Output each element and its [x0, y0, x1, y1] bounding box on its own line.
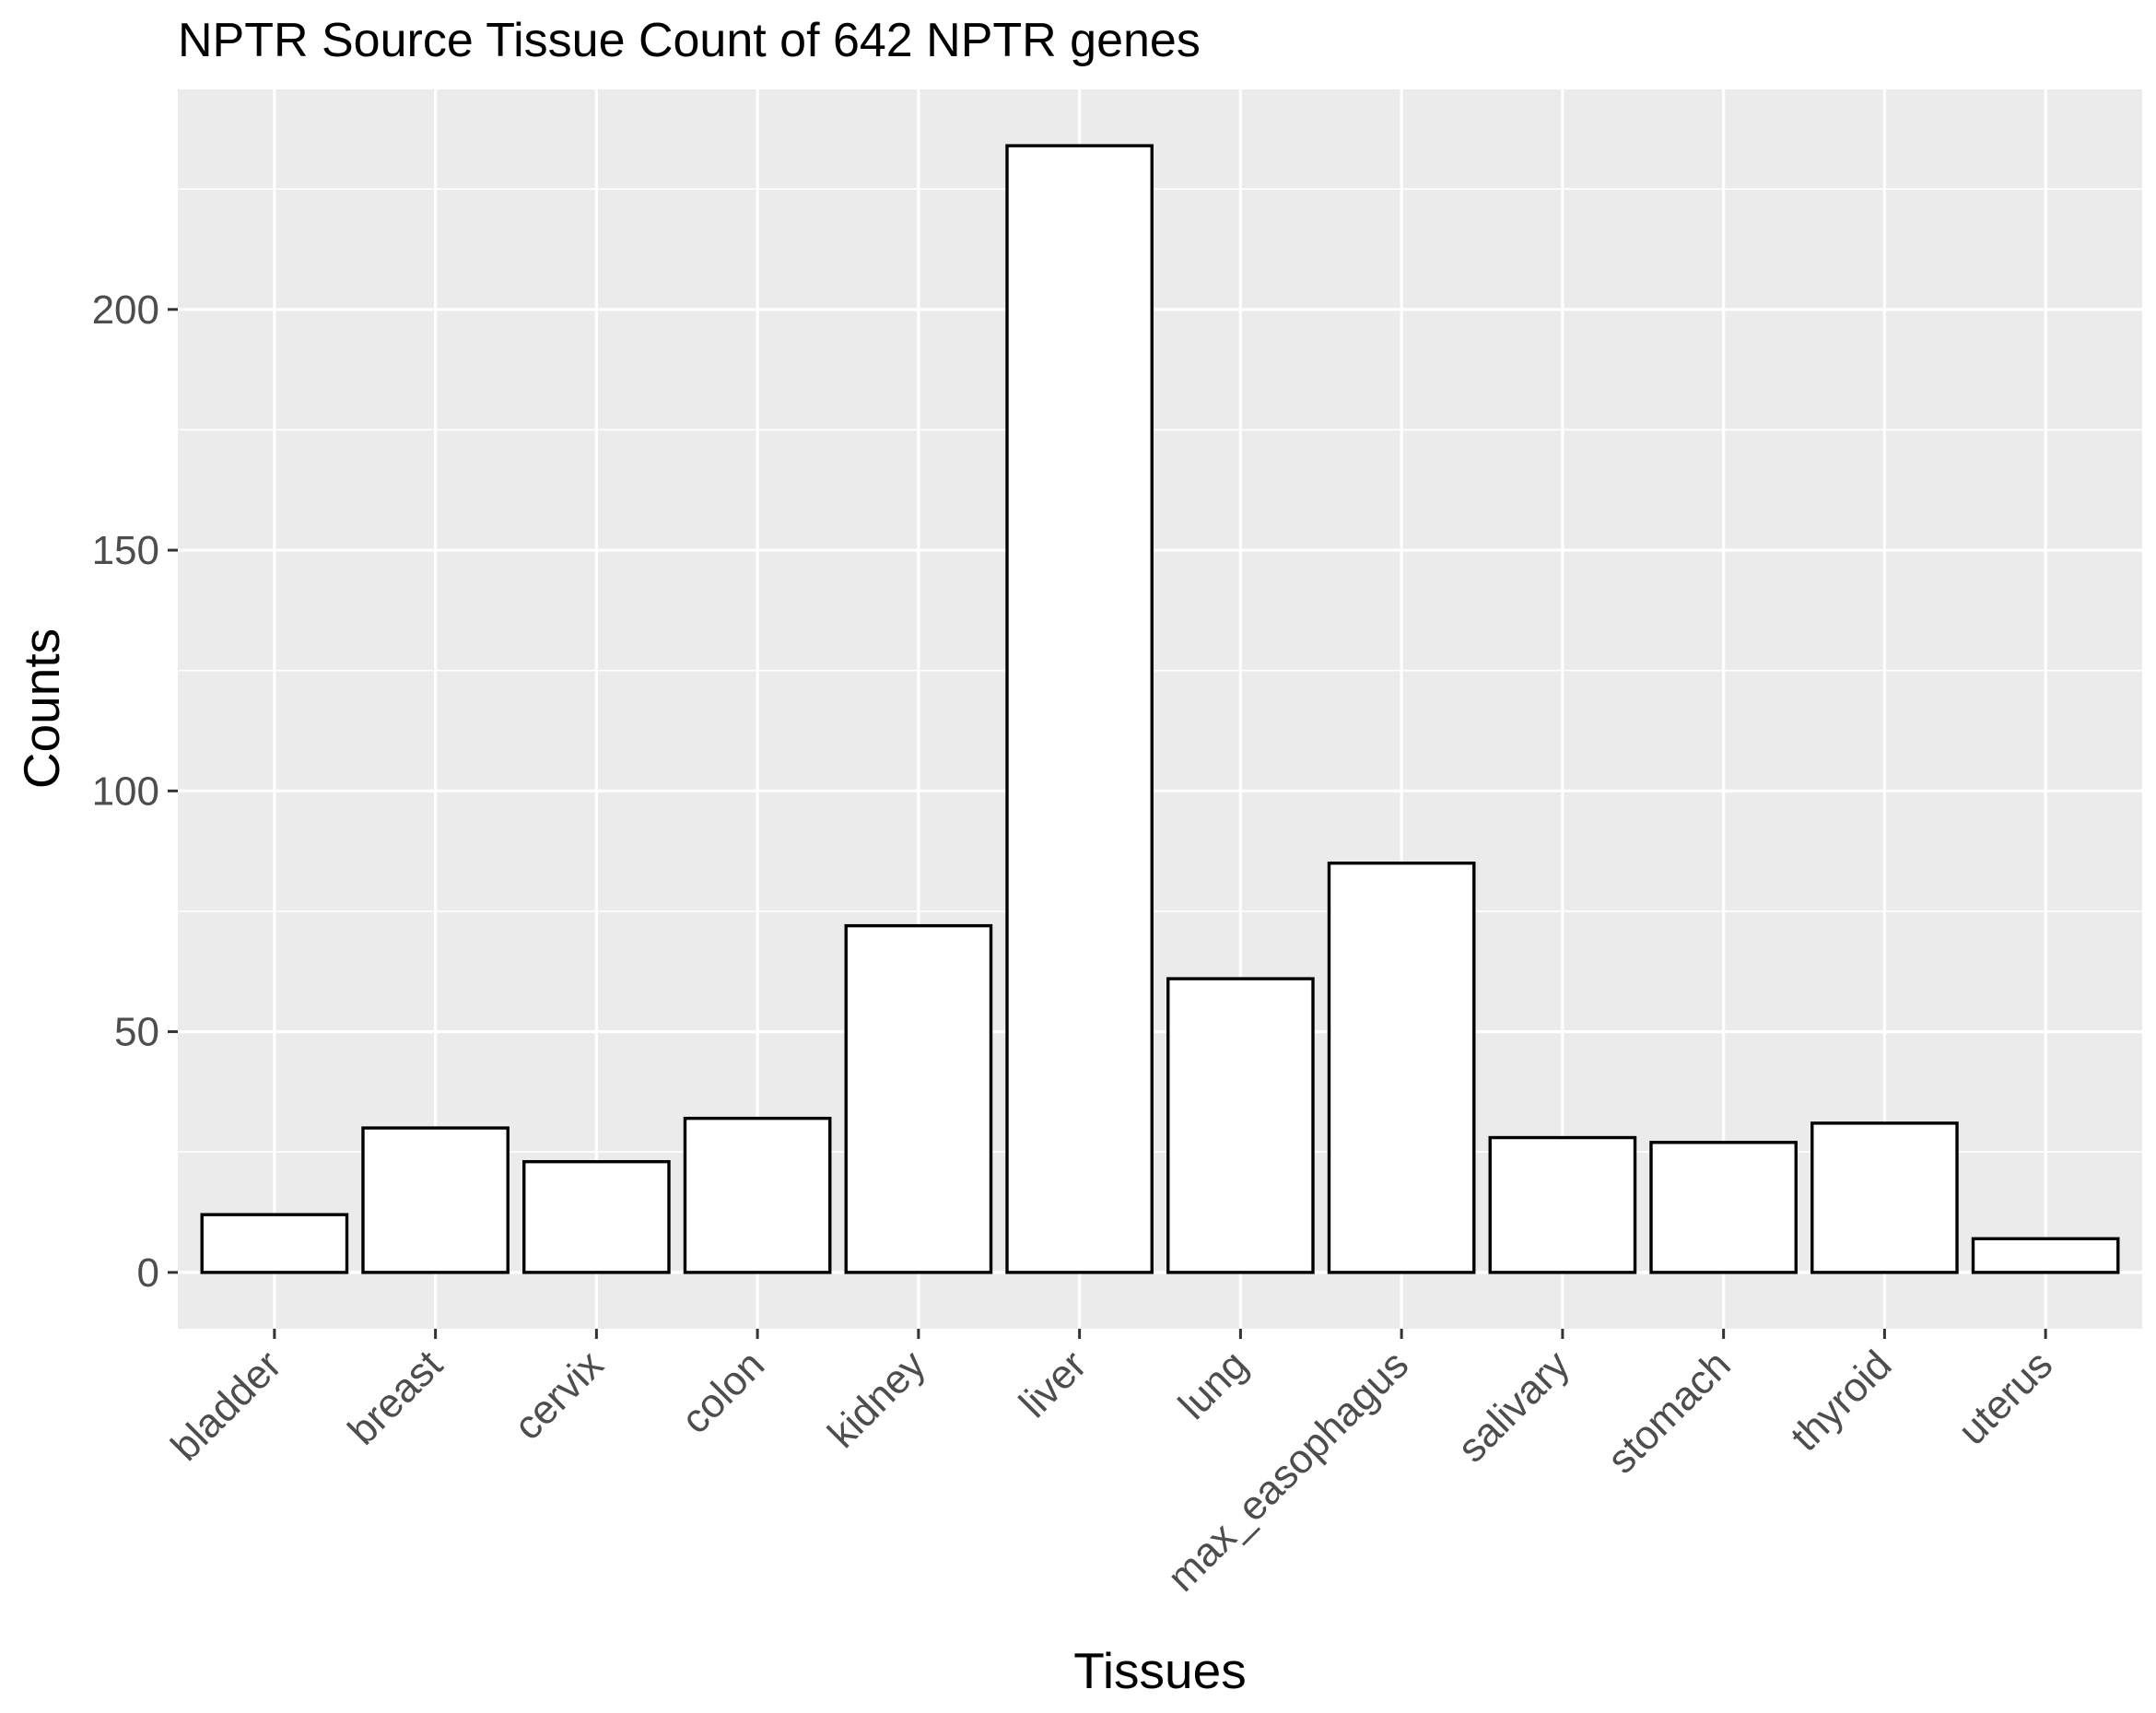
chart-title: NPTR Source Tissue Count of 642 NPTR gen… — [178, 14, 1201, 67]
bar-stomach — [1649, 1141, 1798, 1274]
bar-bladder — [200, 1213, 349, 1274]
y-tick-label: 150 — [92, 528, 159, 573]
bar-colon — [683, 1116, 832, 1274]
bar-breast — [361, 1126, 510, 1274]
x-tick-label-stomach: stomach — [1599, 1342, 1739, 1482]
bar-salivary — [1488, 1135, 1637, 1274]
x-axis-title: Tissues — [1073, 1642, 1246, 1699]
bar-lung — [1166, 977, 1315, 1274]
y-axis-title: Counts — [13, 628, 70, 789]
y-tick-label: 0 — [137, 1250, 159, 1296]
x-tick-label-uterus: uterus — [1950, 1342, 2061, 1453]
x-tick-label-lung: lung — [1170, 1342, 1256, 1427]
bar-kidney — [844, 923, 993, 1274]
y-tick-label: 200 — [92, 287, 159, 333]
y-tick-label: 50 — [114, 1010, 159, 1055]
bar-thyroid — [1810, 1121, 1959, 1274]
x-tick-label-salivary: salivary — [1449, 1342, 1578, 1471]
x-tick-label-colon: colon — [673, 1342, 773, 1442]
x-tick-label-bladder: bladder — [162, 1342, 289, 1469]
x-tick-label-breast: breast — [340, 1342, 451, 1453]
bars — [200, 144, 2120, 1274]
x-tick-label-cervix: cervix — [506, 1342, 613, 1449]
bar-liver — [1005, 144, 1154, 1274]
x-tick-label-thyroid: thyroid — [1782, 1342, 1900, 1460]
y-tick-label: 100 — [92, 769, 159, 814]
bar-cervix — [522, 1159, 671, 1274]
x-tick-label-kidney: kidney — [819, 1342, 934, 1457]
bar-uterus — [1971, 1237, 2120, 1274]
bar-max_easophagus — [1327, 862, 1476, 1274]
x-tick-label-liver: liver — [1011, 1342, 1096, 1426]
